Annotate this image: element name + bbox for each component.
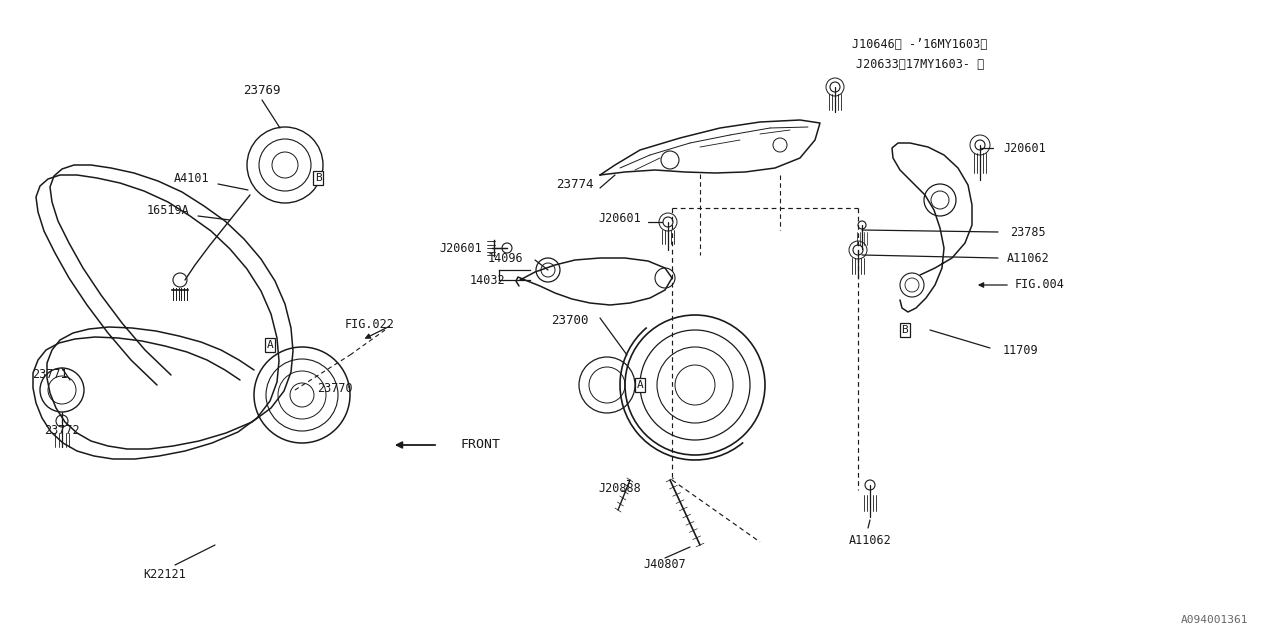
- Text: A11062: A11062: [1006, 252, 1050, 264]
- Text: B: B: [315, 173, 321, 183]
- Text: 23772: 23772: [45, 424, 79, 436]
- Text: 14096: 14096: [488, 252, 522, 264]
- Text: 23771: 23771: [32, 369, 68, 381]
- Text: K22121: K22121: [143, 568, 187, 582]
- Text: 11709: 11709: [1002, 344, 1038, 356]
- Text: FIG.022: FIG.022: [346, 319, 396, 332]
- Text: J20601: J20601: [1004, 141, 1046, 154]
- Text: 23769: 23769: [243, 83, 280, 97]
- Text: 14032: 14032: [470, 273, 504, 287]
- Text: J40807: J40807: [644, 559, 686, 572]
- Text: J20633（17MY1603- ）: J20633（17MY1603- ）: [856, 58, 984, 72]
- Text: J20888: J20888: [599, 481, 641, 495]
- Text: 23700: 23700: [552, 314, 589, 326]
- Text: A: A: [266, 340, 274, 350]
- Text: 23770: 23770: [317, 381, 353, 394]
- Text: 23785: 23785: [1010, 225, 1046, 239]
- Text: FRONT: FRONT: [460, 438, 500, 451]
- Text: B: B: [901, 325, 909, 335]
- Text: A094001361: A094001361: [1181, 615, 1249, 625]
- Text: J10646（ -’16MY1603）: J10646（ -’16MY1603）: [852, 38, 988, 51]
- Text: FIG.004: FIG.004: [1015, 278, 1065, 291]
- Text: 23774: 23774: [557, 179, 594, 191]
- Text: A: A: [636, 380, 644, 390]
- Text: A11062: A11062: [849, 534, 891, 547]
- Text: J20601: J20601: [439, 241, 483, 255]
- Text: J20601: J20601: [599, 211, 641, 225]
- Text: 16519A: 16519A: [147, 204, 189, 216]
- Text: A4101: A4101: [174, 172, 210, 184]
